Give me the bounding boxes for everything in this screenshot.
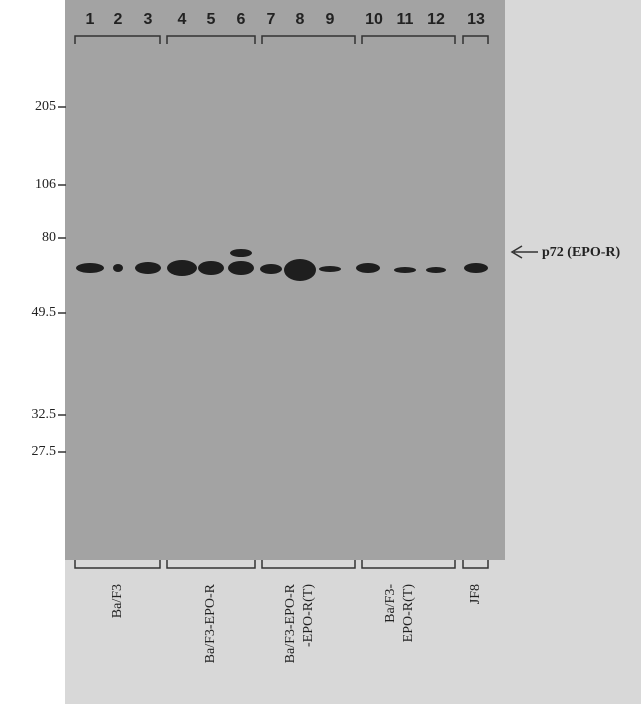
lane-number: 4	[178, 11, 187, 28]
marker-label: 205	[35, 99, 56, 114]
lane-number: 6	[237, 11, 246, 28]
group-label: Ba/F3	[110, 584, 125, 618]
marker-label: 106	[35, 177, 56, 192]
lane-number: 10	[365, 11, 383, 28]
marker-label: 32.5	[32, 407, 57, 422]
lane-number: 5	[207, 11, 216, 28]
marker-label: 80	[42, 230, 56, 245]
bottom-brackets	[74, 560, 489, 569]
lane-number: 7	[267, 11, 276, 28]
lane-number: 1	[86, 11, 95, 28]
lane-number: 11	[397, 11, 414, 28]
marker-label: 49.5	[32, 305, 57, 320]
lane-number: 9	[326, 11, 335, 28]
group-label: EPO-R(T)	[401, 584, 416, 643]
arrow	[510, 245, 538, 259]
lane-number: 2	[114, 11, 123, 28]
group-label: JF8	[468, 584, 483, 604]
lane-number: 12	[427, 11, 445, 28]
lane-number: 3	[144, 11, 153, 28]
group-label: Ba/F3-	[383, 584, 398, 623]
top-brackets	[74, 35, 489, 44]
blot	[65, 0, 505, 560]
lane-number: 13	[467, 11, 485, 28]
bands	[76, 249, 488, 281]
annotation: p72 (EPO-R)	[542, 245, 621, 260]
group-label: Ba/F3-EPO-R	[203, 583, 218, 663]
marker-label: 27.5	[32, 444, 57, 459]
group-label: -EPO-R(T)	[301, 584, 316, 647]
lane-number: 8	[296, 11, 305, 28]
group-label: Ba/F3-EPO-R	[283, 583, 298, 663]
